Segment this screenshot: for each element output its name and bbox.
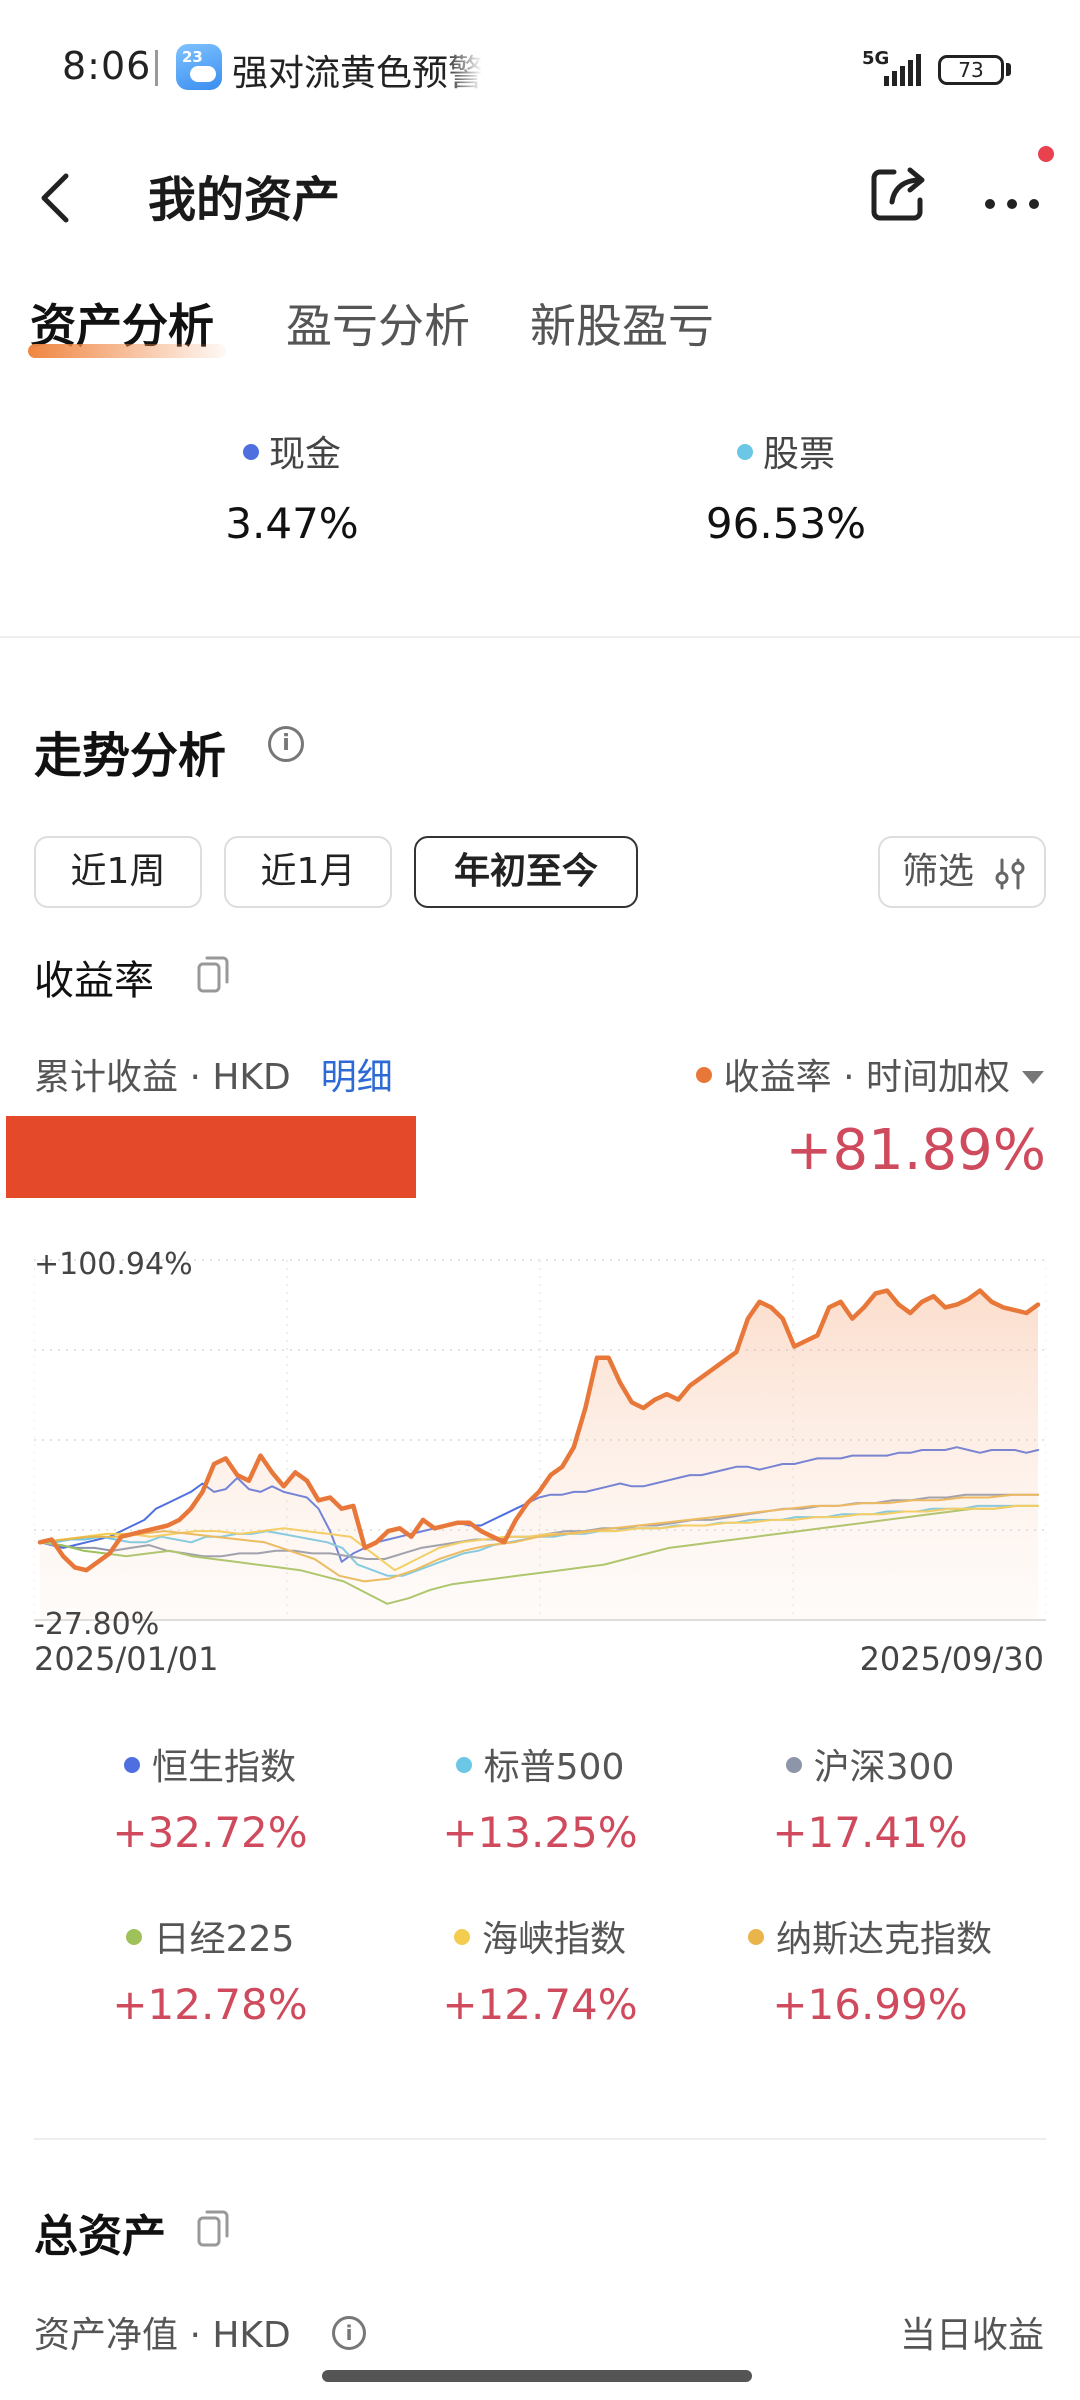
tab-ipo-pnl[interactable]: 新股盈亏 — [530, 299, 714, 353]
cumulative-row: 累计收益 · HKD 明细 — [34, 1048, 393, 1100]
status-separator — [155, 50, 158, 86]
notification-badge — [1038, 146, 1054, 162]
series-area-portfolio — [40, 1290, 1038, 1620]
hsi-value: +32.72% — [112, 1808, 308, 1857]
benchmark-strait[interactable]: 海峡指数 +12.74% — [370, 1910, 710, 2029]
range-1week-button[interactable]: 近1周 — [34, 836, 202, 908]
benchmark-hsi[interactable]: 恒生指数 +32.72% — [40, 1738, 380, 1857]
weather-day-label: 23 — [182, 48, 203, 66]
section-divider-2 — [34, 2138, 1046, 2140]
total-assets-title: 总资产 — [34, 2211, 166, 2262]
benchmark-nasdaq[interactable]: 纳斯达克指数 +16.99% — [700, 1910, 1040, 2029]
stock-value: 96.53% — [705, 499, 867, 548]
chart-end-date: 2025/09/30 — [859, 1640, 1044, 1678]
dropdown-caret-icon — [1022, 1070, 1044, 1084]
hsi-dot — [123, 1757, 140, 1773]
analysis-tabs: 资产分析 盈亏分析 新股盈亏 — [0, 290, 1080, 370]
day-income-label: 当日收益 — [899, 2315, 1044, 2356]
tab-pnl-analysis[interactable]: 盈亏分析 — [286, 299, 470, 353]
info-icon[interactable]: i — [268, 726, 304, 762]
y-min-label: -27.80% — [34, 1607, 159, 1642]
battery-icon: 73 — [938, 55, 1004, 85]
range-1month-button[interactable]: 近1月 — [224, 836, 392, 908]
total-return-value: +81.89% — [785, 1118, 1046, 1183]
status-notification-text: 强对流黄色预警 — [232, 53, 482, 94]
nasdaq-value: +16.99% — [772, 1980, 968, 2029]
status-time: 8:06 — [62, 44, 152, 88]
network-label: 5G — [862, 48, 890, 69]
nasdaq-dot — [747, 1929, 764, 1945]
filter-sliders-icon — [995, 858, 1025, 890]
sp500-dot — [455, 1757, 472, 1773]
page-title: 我的资产 — [148, 172, 341, 228]
strait-label: 海峡指数 — [481, 1919, 626, 1960]
rate-legend-dot — [695, 1067, 712, 1083]
nikkei-value: +12.78% — [112, 1980, 308, 2029]
csi300-label: 沪深300 — [813, 1747, 955, 1788]
hsi-label: 恒生指数 — [151, 1747, 296, 1788]
allocation-stock: 股票 96.53% — [636, 425, 936, 548]
sp500-value: +13.25% — [442, 1808, 638, 1857]
rate-selector[interactable]: 收益率 · 时间加权 — [695, 1048, 1044, 1100]
weather-alert-icon: 23 — [176, 44, 222, 90]
copy-icon[interactable] — [196, 954, 230, 994]
filter-button[interactable]: 筛选 — [878, 836, 1046, 908]
strait-dot — [453, 1929, 470, 1945]
more-icon[interactable] — [978, 158, 1048, 228]
cumulative-label: 累计收益 · HKD — [34, 1057, 291, 1098]
benchmark-nikkei[interactable]: 日经225 +12.78% — [40, 1910, 380, 2029]
back-icon[interactable] — [28, 156, 98, 236]
nasdaq-label: 纳斯达克指数 — [775, 1919, 992, 1960]
allocation-cash: 现金 3.47% — [142, 425, 442, 548]
net-value-label: 资产净值 · HKD — [34, 2315, 291, 2356]
battery-tip — [1006, 63, 1011, 76]
total-assets-copy-icon[interactable] — [196, 2208, 230, 2248]
net-value-info-icon[interactable]: i — [332, 2316, 366, 2350]
cash-value: 3.47% — [225, 499, 359, 548]
csi300-value: +17.41% — [772, 1808, 968, 1857]
benchmark-sp500[interactable]: 标普500 +13.25% — [370, 1738, 710, 1857]
filter-label: 筛选 — [902, 851, 975, 892]
nikkei-label: 日经225 — [153, 1919, 295, 1960]
cash-legend-dot — [242, 444, 259, 460]
section-divider — [0, 636, 1080, 638]
detail-link[interactable]: 明细 — [320, 1057, 393, 1098]
rate-label: 收益率 · 时间加权 — [723, 1057, 1010, 1098]
series-line-portfolio — [37, 1288, 1041, 1573]
share-icon[interactable] — [864, 158, 934, 228]
status-bar: 8:06 23 强对流黄色预警 5G 73 — [0, 0, 1080, 140]
active-tab-indicator — [28, 344, 226, 358]
cash-label: 现金 — [268, 434, 341, 475]
home-indicator[interactable] — [322, 2370, 752, 2382]
stock-legend-dot — [736, 444, 753, 460]
net-value-row: 资产净值 · HKD — [34, 2306, 291, 2358]
stock-label: 股票 — [762, 434, 835, 475]
strait-value: +12.74% — [442, 1980, 638, 2029]
signal-icon — [884, 54, 921, 86]
benchmark-csi300[interactable]: 沪深300 +17.41% — [700, 1738, 1040, 1857]
trend-title: 走势分析 — [34, 728, 227, 784]
y-max-label: +100.94% — [34, 1247, 193, 1282]
trend-chart[interactable]: +100.94% -27.80% — [34, 1240, 1046, 1680]
redacted-amount — [6, 1116, 416, 1198]
range-ytd-button[interactable]: 年初至今 — [414, 836, 638, 908]
chart-start-date: 2025/01/01 — [34, 1640, 219, 1678]
return-rate-title: 收益率 — [34, 958, 154, 1004]
app-header: 我的资产 — [0, 140, 1080, 250]
nikkei-dot — [125, 1929, 142, 1945]
csi300-dot — [785, 1757, 802, 1773]
sp500-label: 标普500 — [483, 1747, 625, 1788]
